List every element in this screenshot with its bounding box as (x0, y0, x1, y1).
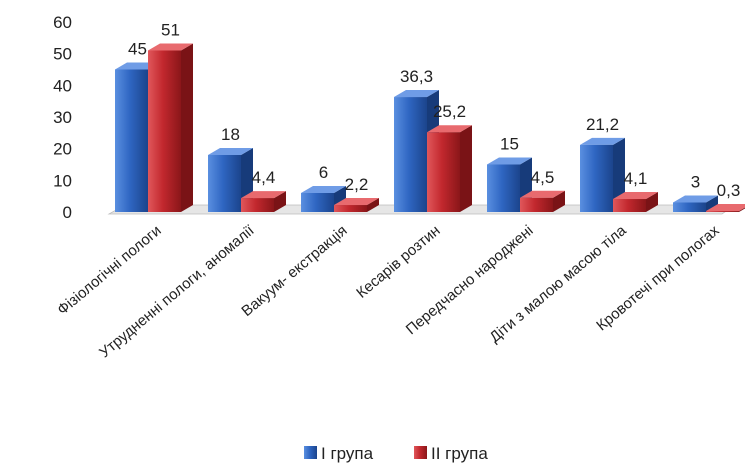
data-label: 3 (691, 173, 700, 192)
bar-top (334, 198, 379, 206)
data-label: 2,2 (345, 175, 369, 194)
bar-top (241, 191, 286, 199)
bar-side (460, 125, 472, 212)
data-label: 4,5 (531, 168, 555, 187)
bar-group1 (673, 195, 718, 212)
bar-top (673, 195, 718, 203)
x-category-label: Кесарів розтин (353, 222, 443, 302)
legend-label: І група (321, 444, 374, 463)
data-label: 25,2 (433, 102, 466, 121)
y-tick-label: 40 (53, 76, 72, 95)
bar-top (706, 204, 745, 212)
bar-group2 (241, 191, 286, 212)
bar-front (241, 198, 274, 212)
data-label: 4,4 (252, 168, 276, 187)
bar-top (301, 186, 346, 193)
bar-top (394, 90, 439, 98)
bar-side (553, 190, 565, 212)
bar-group1 (301, 186, 346, 212)
y-tick-label: 0 (63, 203, 72, 222)
bar-front (148, 50, 181, 212)
y-tick-label: 60 (53, 13, 72, 32)
bar-side (646, 192, 658, 212)
bar-front (208, 155, 241, 212)
data-label: 15 (500, 135, 519, 154)
bar-side (706, 195, 718, 212)
bar-side (181, 43, 193, 212)
bar-top (487, 157, 532, 165)
y-tick-label: 10 (53, 171, 72, 190)
data-label: 18 (221, 125, 240, 144)
bar-top (580, 137, 625, 145)
bar-front (427, 132, 460, 212)
bar-front (673, 202, 706, 212)
bar-front (115, 69, 148, 212)
legend-label: ІІ група (431, 444, 488, 463)
bar-front (706, 211, 739, 212)
bar-front (520, 197, 553, 212)
data-label: 36,3 (400, 67, 433, 86)
bar-top (520, 190, 565, 198)
bar-front (334, 205, 367, 212)
bar-front (394, 97, 427, 212)
bar-group2 (520, 190, 565, 212)
bar-group2 (613, 192, 658, 212)
bar-group2 (706, 204, 745, 212)
bar-top (148, 43, 193, 51)
y-tick-label: 50 (53, 45, 72, 64)
bar-front (613, 199, 646, 212)
bar-top (208, 148, 253, 155)
legend-swatch (304, 446, 317, 459)
bar-front (580, 144, 613, 212)
bar-front (487, 164, 520, 212)
bar-side (739, 207, 745, 212)
data-label: 45 (128, 40, 147, 59)
x-category-label: Утрудненні пологи, аномалії (96, 222, 258, 362)
data-label: 51 (161, 21, 180, 40)
data-label: 21,2 (586, 115, 619, 134)
bar-group2 (148, 43, 193, 212)
bar-side (367, 198, 379, 212)
legend-swatch (414, 446, 427, 459)
legend-item: І група (304, 444, 374, 463)
legend-item: ІІ група (414, 444, 488, 463)
bar-top (427, 125, 472, 133)
y-tick-label: 30 (53, 108, 72, 127)
bar-group1 (208, 148, 253, 212)
bar-top (613, 192, 658, 200)
bar-group1 (580, 137, 625, 212)
bar-group2 (427, 125, 472, 212)
data-label: 4,1 (624, 169, 648, 188)
bar-side (274, 191, 286, 212)
bar-front (301, 193, 334, 212)
bar-group2 (334, 198, 379, 212)
bar-side (613, 137, 625, 212)
y-tick-label: 20 (53, 140, 72, 159)
data-label: 0,3 (717, 181, 741, 200)
data-label: 6 (319, 163, 328, 182)
